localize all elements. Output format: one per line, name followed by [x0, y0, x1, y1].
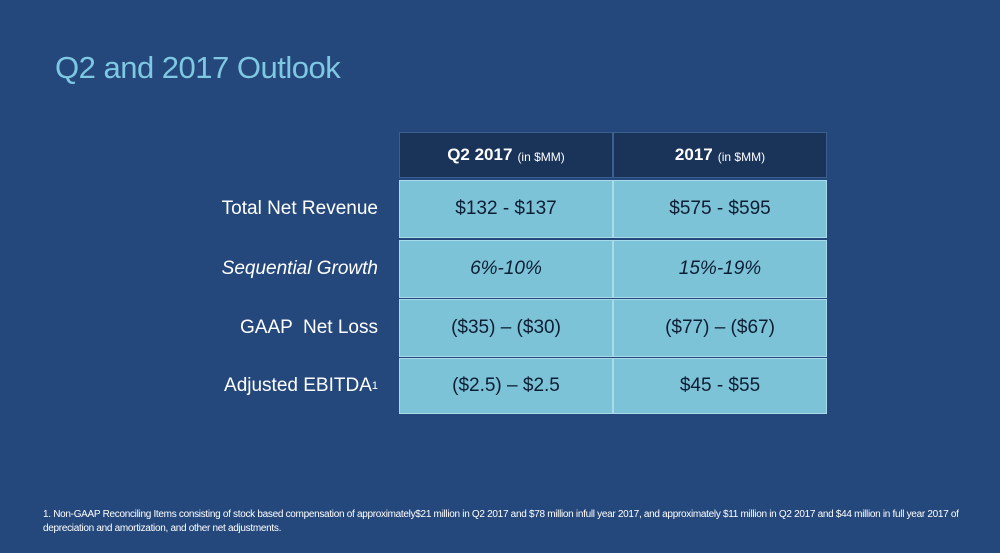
column-header: 2017 (in $MM): [613, 132, 827, 178]
row-label-text: Adjusted EBITDA: [224, 375, 372, 396]
row-label: Sequential Growth: [222, 241, 378, 297]
footnote: 1. Non-GAAP Reconciling Items consisting…: [43, 509, 959, 534]
table-cell: $132 - $137: [399, 180, 613, 238]
column-title: Q2 2017: [447, 145, 513, 164]
row-label-text: Sequential Growth: [221, 258, 378, 279]
table-cell: 6%-10%: [399, 240, 613, 298]
table-cell: $45 - $55: [613, 358, 827, 414]
row-label: Total Net Revenue: [222, 181, 378, 237]
table-cell: $575 - $595: [613, 180, 827, 238]
table-cell: ($2.5) – $2.5: [399, 358, 613, 414]
table-cell: ($77) – ($67): [613, 299, 827, 357]
column-header: Q2 2017 (in $MM): [399, 132, 613, 178]
row-label: Adjusted EBITDA 1: [224, 358, 378, 414]
column-title: 2017: [674, 145, 713, 164]
row-label: GAAP Net Loss: [240, 300, 378, 356]
row-label-text: Total Net Revenue: [221, 198, 378, 219]
table-cell: 15%-19%: [613, 240, 827, 298]
row-label-text: GAAP Net Loss: [240, 317, 378, 338]
slide-title: Q2 and 2017 Outlook: [55, 50, 341, 85]
column-unit: (in $MM): [717, 149, 766, 164]
column-unit: (in $MM): [517, 149, 565, 164]
footnote-marker: 1: [371, 380, 378, 392]
table-cell: ($35) – ($30): [399, 299, 613, 357]
